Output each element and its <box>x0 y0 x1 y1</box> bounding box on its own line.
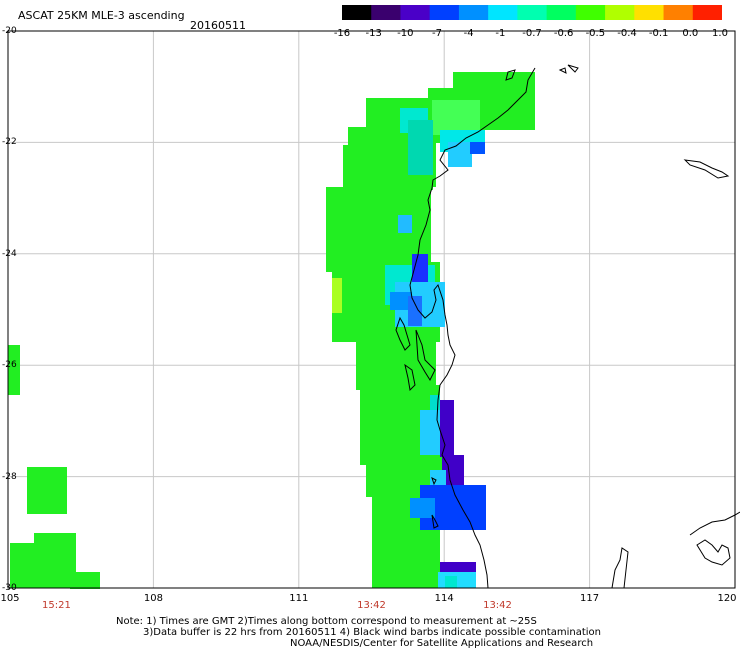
colorbar-label: -10 <box>397 28 414 39</box>
pass-time: 13:42 <box>357 600 386 611</box>
lon-label: 111 <box>289 593 309 604</box>
lat-label: -22 <box>2 137 17 148</box>
colorbar-segment <box>429 5 460 20</box>
credit-line: NOAA/NESDIS/Center for Satellite Applica… <box>290 638 594 649</box>
lon-label: 108 <box>143 593 163 604</box>
colorbar-label: -1 <box>495 28 506 39</box>
note-line-2: 3)Data buffer is 22 hrs from 20160511 4)… <box>143 627 601 638</box>
data-cell <box>390 292 412 310</box>
pass-time: 13:42 <box>483 600 512 611</box>
colorbar-segment <box>634 5 665 20</box>
colorbar-segment <box>458 5 489 20</box>
lon-label: 105 <box>0 593 20 604</box>
coastline <box>395 64 740 589</box>
map-frame <box>7 30 736 589</box>
colorbar-segment <box>605 5 635 20</box>
data-cell <box>408 296 422 326</box>
pass-time: 15:21 <box>42 600 71 611</box>
data-cell <box>440 400 454 457</box>
colorbar-segment <box>400 5 431 20</box>
colorbar-label: -0.5 <box>585 28 606 39</box>
lat-label: -26 <box>2 360 17 371</box>
colorbar-segment <box>575 5 606 20</box>
data-cell <box>356 330 436 390</box>
colorbar-label: -0.6 <box>553 28 574 39</box>
data-cell <box>410 498 435 518</box>
data-cell <box>10 543 38 588</box>
lat-label: -20 <box>2 26 17 36</box>
colorbar-label: 0.0 <box>682 28 699 39</box>
data-cell <box>34 533 76 588</box>
data-cell <box>332 278 342 313</box>
data-cell <box>70 572 100 589</box>
data-cell <box>8 345 20 395</box>
lat-label: -30 <box>2 583 17 593</box>
colorbar-segment <box>342 5 372 20</box>
data-cell <box>398 215 412 233</box>
data-cell <box>470 142 485 154</box>
data-cell <box>448 142 472 167</box>
lon-label: 120 <box>717 593 737 604</box>
colorbar-label: -0.1 <box>648 28 669 39</box>
colorbar-segment <box>488 5 518 20</box>
colorbar-segment <box>371 5 401 20</box>
data-cell <box>408 120 433 175</box>
lon-label: 114 <box>434 593 454 604</box>
colorbar-label: 1.0 <box>712 28 728 39</box>
colorbar-label: -4 <box>463 28 474 39</box>
data-cell <box>445 576 457 588</box>
data-cell <box>442 455 464 485</box>
colorbar-segment <box>663 5 694 20</box>
colorbar-label: -0.4 <box>617 28 637 39</box>
data-cell <box>432 100 480 135</box>
data-cell <box>440 562 476 572</box>
map-date: 20160511 <box>190 19 246 32</box>
data-cell <box>420 410 440 455</box>
lon-label: 117 <box>580 593 600 604</box>
data-cell <box>27 467 67 514</box>
mle-data-cells <box>8 72 535 589</box>
footnotes: Note: 1) Times are GMT 2)Times along bot… <box>110 616 601 649</box>
colorbar-label: -16 <box>333 28 351 39</box>
lat-label: -28 <box>2 471 17 482</box>
colorbar-segment <box>692 5 722 20</box>
colorbar-label: -7 <box>432 28 442 39</box>
lat-label: -24 <box>2 248 17 259</box>
map-title: ASCAT 25KM MLE-3 ascending <box>18 9 185 22</box>
colorbar-label: -13 <box>365 28 382 39</box>
colorbar-segment <box>517 5 548 20</box>
colorbar <box>342 5 722 20</box>
colorbar-labels: -16 -13 -10 -7 -4 -1 -0.7 -0.6 -0.5 -0.4 -0.1 0.0 1.… <box>334 28 728 40</box>
colorbar-segment <box>546 5 577 20</box>
colorbar-label: -0.7 <box>522 28 542 39</box>
note-line-1: Note: 1) Times are GMT 2)Times along bot… <box>116 616 537 627</box>
